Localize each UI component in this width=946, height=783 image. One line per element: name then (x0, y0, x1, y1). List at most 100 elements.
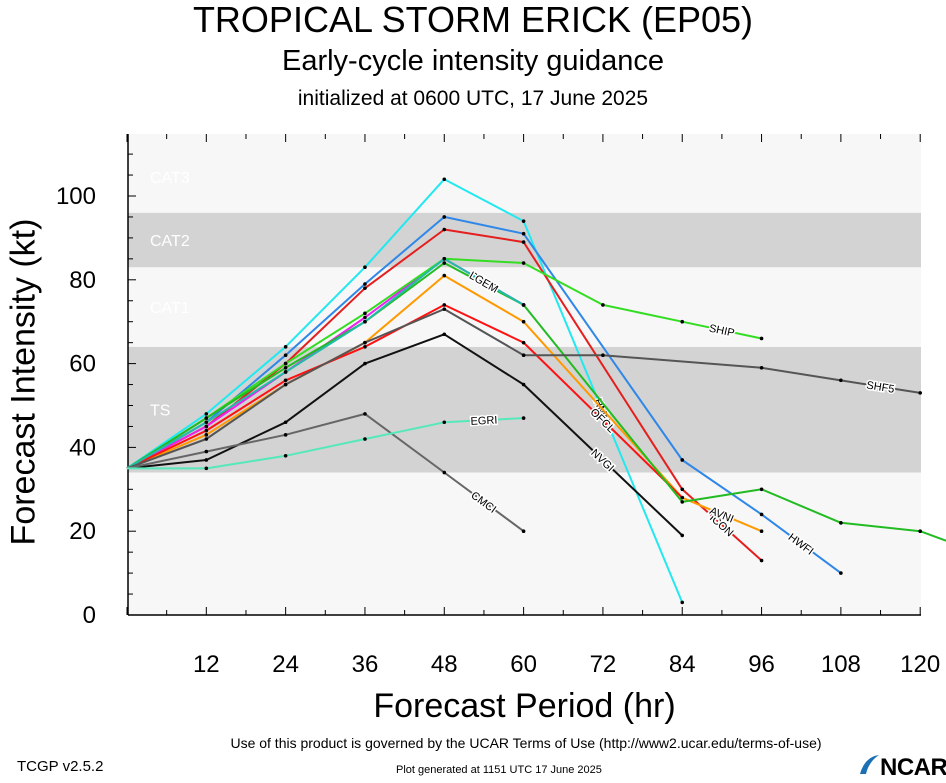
ncar-logo-text: NCAR (880, 754, 946, 781)
data-point (363, 412, 367, 416)
data-point (442, 215, 447, 219)
y-tick-label: 0 (83, 602, 96, 629)
data-point (363, 340, 367, 345)
data-point (601, 303, 605, 307)
band-label: CAT3 (150, 170, 190, 187)
x-tick-label: 120 (900, 651, 940, 678)
y-tick-label: 80 (69, 267, 96, 294)
data-point (680, 533, 685, 538)
data-point (204, 458, 209, 462)
data-point (204, 428, 209, 433)
y-tick-label: 20 (69, 518, 96, 545)
x-tick-label: 36 (352, 651, 379, 678)
init-time: initialized at 0600 UTC, 17 June 2025 (297, 87, 649, 110)
series-line-icon (126, 228, 763, 562)
data-point (521, 382, 526, 387)
data-point (839, 571, 843, 575)
data-point (363, 265, 367, 270)
data-point (363, 315, 367, 320)
data-point (204, 412, 209, 416)
data-point (680, 500, 685, 504)
data-point (442, 470, 447, 475)
terms-of-use: Use of this product is governed by the U… (230, 735, 822, 751)
data-point (283, 382, 288, 387)
data-point (442, 227, 447, 232)
data-point (204, 433, 209, 437)
data-point (680, 495, 685, 500)
y-tick-label: 60 (69, 351, 96, 378)
data-point (839, 378, 843, 383)
data-point (363, 282, 367, 286)
data-point (442, 273, 447, 278)
data-point (204, 420, 209, 425)
data-point (442, 332, 447, 337)
data-point (204, 466, 209, 471)
data-point (918, 529, 922, 533)
band-label: CAT2 (150, 233, 190, 250)
data-point (363, 437, 367, 441)
data-point (363, 361, 367, 366)
data-point (442, 303, 447, 307)
data-point (283, 433, 288, 437)
data-point (680, 458, 685, 462)
data-point (442, 257, 447, 261)
y-tick-label: 100 (56, 183, 96, 210)
data-point (601, 353, 605, 358)
data-point (283, 365, 288, 370)
data-point (759, 512, 764, 517)
data-point (759, 558, 764, 563)
data-point (521, 340, 526, 345)
chart-title: TROPICAL STORM ERICK (EP05) (192, 0, 754, 40)
data-point (680, 487, 685, 492)
series-line-lgem (126, 257, 525, 470)
data-point (442, 177, 447, 182)
chart-subtitle: Early-cycle intensity guidance (281, 45, 664, 77)
band-label: CAT1 (150, 300, 190, 317)
data-point (442, 420, 447, 425)
data-point (521, 353, 526, 358)
x-tick-label: 72 (590, 651, 617, 678)
ncar-logo: NCAR (858, 752, 946, 781)
data-point (759, 336, 764, 341)
data-point (521, 416, 526, 420)
data-point (521, 529, 526, 533)
data-point (363, 319, 367, 324)
data-point (283, 361, 288, 366)
data-point (521, 240, 526, 244)
data-point (283, 453, 288, 458)
series-line-shf5 (126, 308, 921, 470)
intensity-band (128, 472, 921, 615)
band-label: TS (150, 403, 170, 420)
x-tick-label: 96 (748, 651, 775, 678)
data-point (204, 437, 209, 441)
data-point (442, 307, 447, 311)
series-line-egri (127, 417, 524, 470)
ncar-swoosh-icon (860, 755, 879, 774)
data-point (283, 345, 288, 349)
data-point (283, 370, 288, 374)
y-tick-label: 40 (69, 434, 96, 461)
data-point (283, 420, 288, 425)
x-tick-label: 60 (510, 651, 537, 678)
data-point (680, 600, 685, 605)
data-point (204, 449, 209, 454)
version-label: TCGP v2.5.2 (17, 758, 104, 775)
data-point (680, 319, 685, 324)
data-point (521, 231, 526, 236)
data-point (759, 365, 764, 370)
data-point (363, 311, 367, 316)
data-point (204, 424, 209, 429)
data-point (759, 529, 764, 533)
data-point (283, 353, 288, 358)
intensity-band (128, 141, 921, 213)
x-tick-label: 84 (669, 651, 696, 678)
data-point (442, 261, 447, 265)
x-tick-label: 108 (821, 651, 861, 678)
data-point (521, 319, 526, 324)
x-axis-label: Forecast Period (hr) (373, 687, 676, 725)
x-tick-label: 12 (193, 651, 220, 678)
data-point (363, 286, 367, 290)
x-tick-label: 48 (431, 651, 458, 678)
data-point (363, 345, 367, 349)
